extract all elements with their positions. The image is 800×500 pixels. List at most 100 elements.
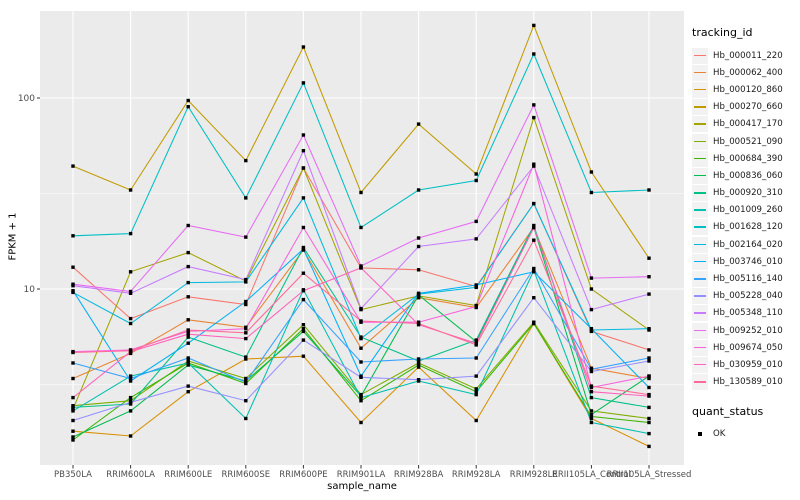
legend-item-label: Hb_009252_010 [713,325,783,336]
data-point [359,264,363,268]
data-point [647,385,651,390]
legend-item-label: Hb_001628_120 [713,222,783,233]
data-point [416,244,421,249]
data-point [532,201,536,206]
data-point [647,392,651,397]
legend-item: Hb_002164_020 [692,236,800,253]
data-point [532,164,536,168]
data-point [359,336,363,341]
legend-item: Hb_001628_120 [692,219,800,236]
data-point [647,376,651,381]
data-point [244,158,248,163]
data-point [128,374,133,378]
data-point [244,416,248,421]
legend-key [692,116,708,133]
legend-item-label: Hb_000062_400 [713,67,783,78]
data-point [301,327,306,331]
legend-key [692,64,708,81]
legend-item-label: Hb_130589_010 [713,377,783,388]
data-point [244,399,248,403]
data-point [416,361,421,365]
data-point [186,295,190,299]
data-point [71,376,75,381]
data-point [71,164,75,168]
data-point [474,387,478,391]
data-point [244,280,248,284]
data-point [359,346,363,350]
data-point [71,282,75,286]
data-point [416,188,421,192]
legend-item: Hb_000011_220 [692,47,800,64]
data-point [186,250,190,255]
x-tick-label: RRIM928LE [510,470,558,480]
data-point [416,357,421,361]
legend-item: Hb_009252_010 [692,322,800,339]
legend-item-label: Hb_000011_220 [713,50,783,61]
x-tick-label: RRIM928LA [452,470,501,480]
data-point [416,378,421,382]
data-point [186,332,190,336]
legend-item-label: Hb_000120_860 [713,84,783,95]
legend-key [692,253,708,270]
data-point [301,81,306,85]
data-point [128,231,133,236]
quant-legend-title: quant_status [692,404,764,418]
x-tick-label: RRIM928BA [394,470,444,480]
legend-item: Hb_000684_390 [692,150,800,167]
x-tick-label: RRIM600SE [221,470,270,480]
y-axis-title: FPKM + 1 [7,212,19,261]
legend-item-label: Hb_000684_390 [713,153,783,164]
data-point [359,266,363,270]
data-point [416,359,421,363]
data-point [244,302,248,307]
legend-item: Hb_005228_040 [692,288,800,305]
data-point [474,219,478,224]
data-point [532,270,536,274]
legend-key [692,339,708,356]
legend-item: Hb_000920_310 [692,185,800,202]
x-axis-title: sample_name [327,481,397,492]
data-point [186,318,190,322]
data-point [416,122,421,126]
data-point [474,178,478,183]
data-point [359,306,363,311]
data-point [532,321,536,326]
data-point [474,283,478,287]
data-point [244,355,248,359]
data-point [416,365,421,369]
data-point [301,297,306,302]
legend-item-label: Hb_000521_090 [713,136,783,147]
legend-key-line-icon [694,54,706,57]
data-point [532,103,536,107]
data-point [301,166,306,170]
data-point [244,235,248,239]
legend-item: Hb_001009_260 [692,202,800,219]
legend-item: Hb_000120_860 [692,81,800,98]
data-point [647,420,651,425]
legend-key [692,219,708,236]
legend-key-line-icon [694,260,706,263]
data-point [359,399,363,403]
data-point [71,361,75,365]
data-point [128,321,133,326]
legend-item: Hb_030959_010 [692,356,800,373]
data-point [647,348,651,352]
data-point [71,234,75,238]
data-point [474,343,478,347]
legend-item-label: Hb_030959_010 [713,359,783,370]
data-point [589,414,594,419]
data-point [128,434,133,438]
data-point [244,196,248,200]
data-point [186,223,190,228]
data-point [71,429,75,433]
data-point [416,321,421,326]
data-point [128,351,133,356]
data-point [186,335,190,339]
quant-legend-items: OK [692,426,800,443]
data-point [532,115,536,120]
legend-key-line-icon [694,381,706,383]
data-point [474,237,478,241]
legend-item: Hb_000417_170 [692,116,800,133]
legend-item: Hb_005116_140 [692,270,800,288]
